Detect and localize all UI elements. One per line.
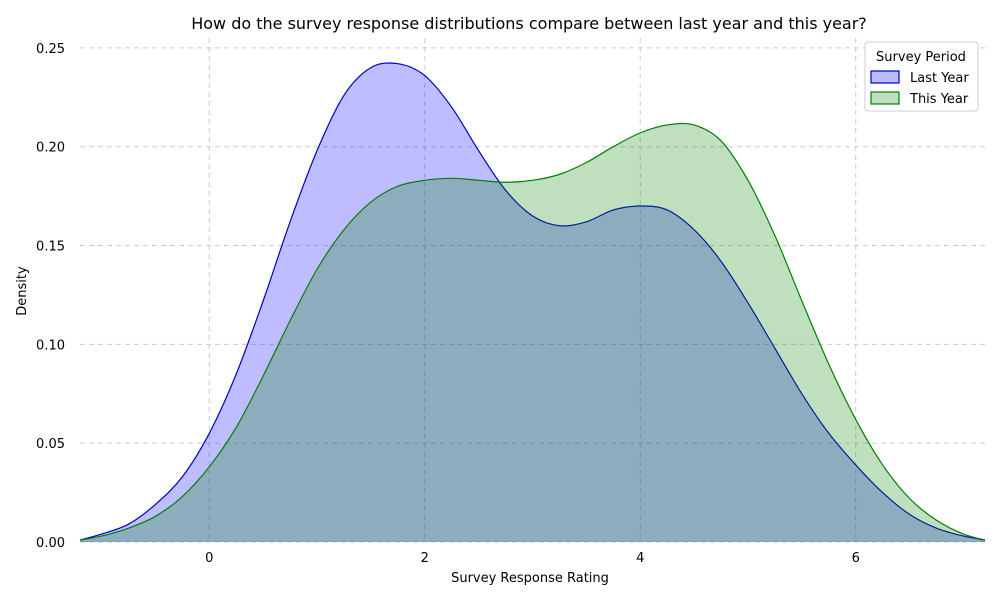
y-tick-label: 0.25	[36, 42, 65, 57]
y-tick-label: 0.20	[36, 141, 65, 156]
x-tick-label: 6	[852, 551, 860, 566]
legend-label-this-year: This Year	[909, 92, 969, 107]
density-areas	[79, 62, 986, 542]
y-tick-label: 0.00	[36, 536, 65, 551]
x-tick-label: 2	[421, 551, 429, 566]
line-this-year	[79, 122, 986, 541]
area-this-year	[80, 123, 985, 542]
legend-swatch-last-year	[870, 70, 900, 84]
x-axis-label: Survey Response Rating	[451, 571, 609, 586]
x-axis-ticks: 0 2 4 6	[205, 551, 860, 566]
legend-title: Survey Period	[876, 50, 966, 65]
y-axis-label: Density	[15, 266, 30, 316]
legend-swatch-this-year	[870, 91, 900, 105]
x-tick-label: 4	[636, 551, 644, 566]
grid	[80, 38, 985, 543]
y-tick-label: 0.05	[36, 437, 65, 452]
y-axis-ticks: 0.00 0.05 0.10 0.15 0.20 0.25	[36, 42, 65, 551]
y-tick-label: 0.15	[36, 240, 65, 255]
legend: Survey Period Last Year This Year	[864, 41, 979, 112]
chart-title: How do the survey response distributions…	[191, 14, 867, 33]
area-last-year	[80, 62, 985, 542]
line-last-year	[79, 62, 986, 541]
legend-label-last-year: Last Year	[910, 71, 969, 86]
x-tick-label: 0	[205, 551, 213, 566]
y-tick-label: 0.10	[36, 338, 65, 353]
